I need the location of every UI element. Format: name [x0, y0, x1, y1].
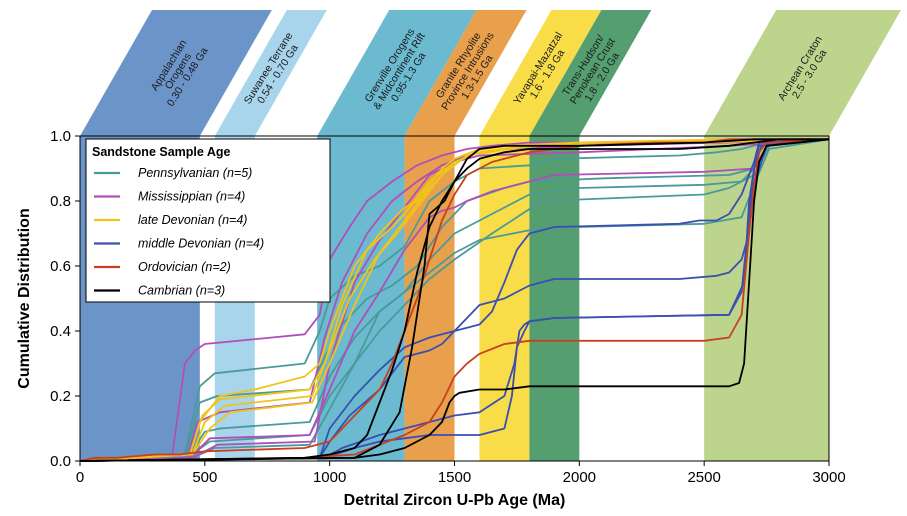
x-tick-label: 0 [76, 469, 84, 486]
legend-entry-2: late Devonian (n=4) [138, 213, 247, 227]
series-line-17 [79, 138, 829, 462]
band-header-3 [404, 10, 527, 136]
series-line-14 [79, 138, 830, 462]
y-tick-label: 0.8 [50, 193, 71, 210]
y-tick-label: 0.0 [50, 453, 71, 470]
band-header-1 [214, 10, 327, 136]
chart-legend: Sandstone Sample Age Pennsylvanian (n=5) M… [85, 138, 331, 303]
legend-entry-5: Cambrian (n=3) [138, 284, 225, 298]
legend-entry-1: Mississippian (n=4) [138, 190, 245, 204]
series-line-7 [79, 138, 830, 462]
series-line-19 [79, 138, 829, 462]
legend-entry-4: Ordovician (n=2) [138, 260, 231, 274]
band-5 [529, 136, 580, 461]
legend-entry-3: middle Devonian (n=4) [138, 237, 264, 251]
band-header-2 [317, 10, 477, 136]
chart-axes: 0 500 1000 1500 2000 2500 3000 0.0 0.2 0.4 0.6 0.8 1… [16, 128, 846, 509]
x-tick-label: 1500 [438, 469, 471, 486]
band-6 [704, 136, 829, 461]
series-line-18 [79, 138, 830, 462]
series-line-21 [79, 138, 830, 462]
x-tick-label: 2500 [687, 469, 720, 486]
y-tick-label: 0.2 [50, 388, 71, 405]
band-header-0 [80, 10, 272, 136]
x-tick-label: 1000 [313, 469, 346, 486]
series-line-15 [79, 138, 830, 462]
x-tick-label: 2000 [563, 469, 596, 486]
x-axis-title: Detrital Zircon U-Pb Age (Ma) [344, 492, 566, 509]
sample-curves [79, 138, 830, 462]
y-tick-label: 0.6 [50, 258, 71, 275]
y-tick-label: 1.0 [50, 128, 71, 145]
series-line-20 [79, 138, 829, 462]
series-line-5 [79, 138, 829, 462]
band-header-5 [529, 10, 652, 136]
series-line-6 [79, 138, 830, 462]
series-line-8 [79, 138, 830, 462]
band-header-4 [479, 10, 602, 136]
series-line-4 [79, 138, 830, 462]
legend-entry-0: Pennsylvanian (n=5) [138, 166, 252, 180]
series-line-1 [79, 138, 830, 462]
y-tick-label: 0.4 [50, 323, 71, 340]
band-header-6 [704, 10, 901, 136]
series-line-0 [79, 138, 830, 462]
x-tick-label: 3000 [812, 469, 845, 486]
legend-box [85, 138, 331, 303]
y-axis-title: Cumulative Distribution [16, 208, 33, 388]
x-tick-label: 500 [192, 469, 217, 486]
series-line-16 [79, 138, 830, 462]
legend-title: Sandstone Sample Age [92, 145, 231, 159]
series-line-12 [79, 138, 830, 462]
